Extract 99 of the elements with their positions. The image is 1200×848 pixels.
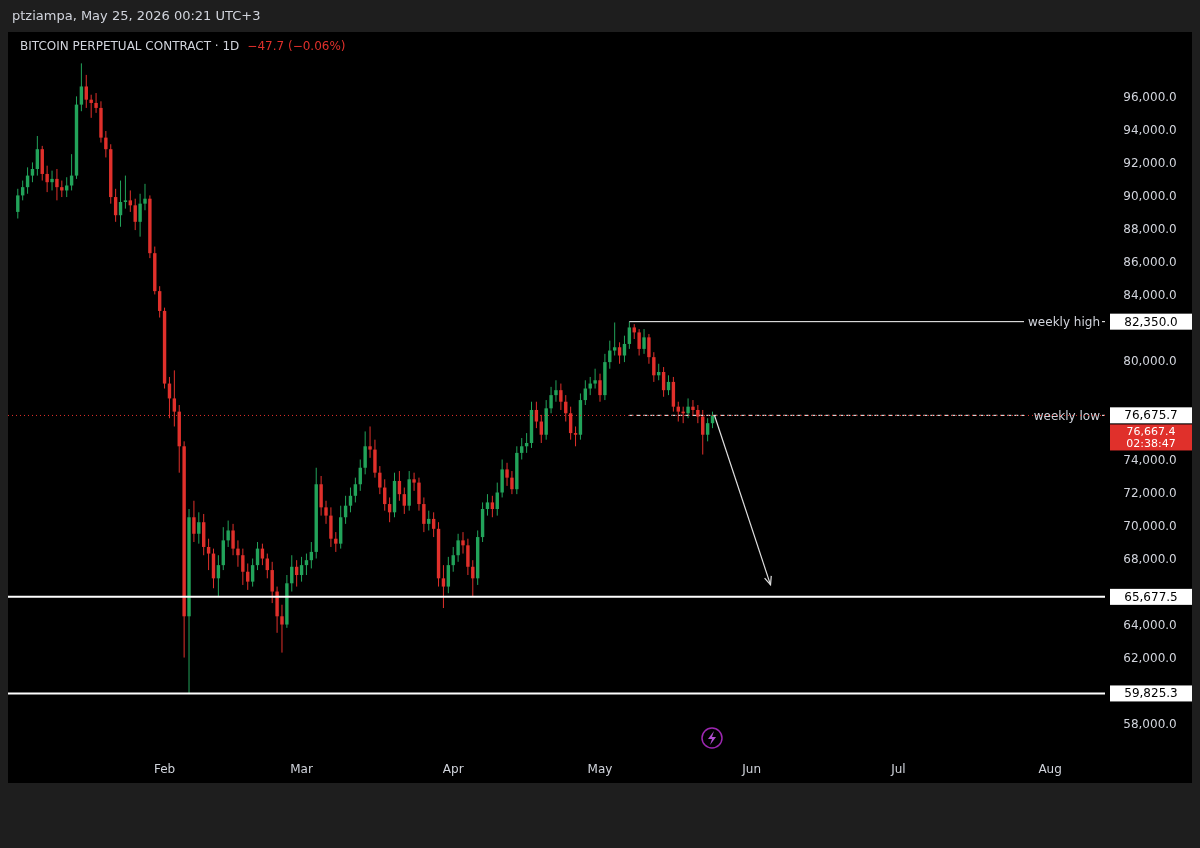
candlestick <box>55 168 59 201</box>
candlestick <box>642 328 646 355</box>
y-tick-label: 76,675.7 <box>1124 408 1178 423</box>
candlestick <box>353 477 358 503</box>
y-tick-label: 74,000.0 <box>1123 452 1177 467</box>
candlestick <box>559 383 563 411</box>
candlestick <box>197 511 201 545</box>
x-tick-label: Mar <box>290 762 313 776</box>
candlestick <box>402 487 406 515</box>
candlestick <box>510 470 514 495</box>
y-tick-label: 90,000.0 <box>1123 188 1177 203</box>
y-tick-label: 59,825.3 <box>1124 686 1178 701</box>
candlestick <box>334 531 338 553</box>
y-tick-label: 65,677.5 <box>1124 589 1178 604</box>
candlestick <box>133 198 137 231</box>
candlestick <box>373 439 377 479</box>
candlestick <box>593 368 597 390</box>
candlestick <box>686 397 690 419</box>
candlestick <box>627 321 632 350</box>
candlestick <box>549 386 553 414</box>
candlestick <box>231 523 235 556</box>
candlestick <box>422 496 426 533</box>
candlestick <box>35 135 40 177</box>
candlestick <box>192 500 196 543</box>
candlestick <box>520 437 524 460</box>
y-tick-label: 80,000.0 <box>1123 353 1177 368</box>
candlestick <box>324 500 328 525</box>
candlestick <box>446 556 451 594</box>
candlestick <box>30 161 35 183</box>
candlestick <box>84 74 88 109</box>
candlestick <box>500 458 504 498</box>
y-tick-label: 96,000.0 <box>1123 89 1177 104</box>
candlestick <box>363 430 367 475</box>
y-tick-label: 72,000.0 <box>1123 485 1177 500</box>
candlestick <box>157 285 162 319</box>
candlestick <box>456 533 460 563</box>
y-tick-label: 68,000.0 <box>1123 551 1177 566</box>
candlestick <box>79 62 84 112</box>
candlestick <box>412 472 416 492</box>
candlestick <box>617 341 622 365</box>
candlestick <box>461 531 465 555</box>
candlestick <box>705 417 710 442</box>
x-tick-label: Jul <box>890 762 906 776</box>
candlestick <box>241 548 245 586</box>
text: BITCOIN PERPETUAL CONTRACT · 1D <box>20 39 240 53</box>
candlestick <box>143 183 147 211</box>
ref-line-label: weekly low <box>1033 408 1101 423</box>
candlestick <box>138 193 142 238</box>
candlestick <box>104 130 108 158</box>
text: −47.7 (−0.06%) <box>247 39 346 53</box>
candlestick <box>505 462 509 487</box>
candlestick <box>466 538 470 576</box>
candlestick <box>206 538 211 571</box>
y-tick-label: 88,000.0 <box>1123 221 1177 236</box>
candlestick <box>485 493 490 517</box>
candlestick <box>490 495 495 518</box>
y-tick-label: 92,000.0 <box>1123 155 1177 170</box>
candlestick <box>250 558 255 588</box>
candlestick <box>441 564 446 609</box>
y-tick-label: 94,000.0 <box>1123 122 1177 137</box>
candlestick <box>622 335 627 363</box>
text: ptziampa, May 25, 2026 00:21 UTC+3 <box>12 8 261 23</box>
y-tick-label: 62,000.0 <box>1123 650 1177 665</box>
candlestick <box>637 328 641 357</box>
y-tick-label: 82,350.0 <box>1124 314 1178 329</box>
candlestick <box>573 425 578 447</box>
candlestick <box>378 465 382 495</box>
annotation: 02:38:47 <box>1126 437 1176 451</box>
candlestick <box>16 188 20 220</box>
annotation: 76,667.4 <box>1126 425 1176 439</box>
candlestick <box>417 477 421 512</box>
candlestick <box>329 506 333 548</box>
candlestick <box>236 539 240 568</box>
y-tick-label: 70,000.0 <box>1123 518 1177 533</box>
candlestick <box>612 322 617 357</box>
candlestick <box>123 175 128 210</box>
candlestick <box>226 520 230 548</box>
candlestick <box>598 373 602 403</box>
candlestick <box>270 561 274 604</box>
candlestick <box>280 604 284 654</box>
candlestick <box>647 333 651 365</box>
y-tick-label: 84,000.0 <box>1123 287 1177 302</box>
y-tick-label: 86,000.0 <box>1123 254 1177 269</box>
ref-line-label: weekly high <box>1028 314 1100 329</box>
x-tick-label: May <box>587 762 613 776</box>
x-tick-label: Feb <box>153 762 176 776</box>
candlestick <box>50 170 54 191</box>
candlestick <box>89 94 93 119</box>
candlestick <box>45 165 49 193</box>
candlestick <box>652 351 656 383</box>
x-tick-label: Aug <box>1038 762 1062 776</box>
x-tick-label: Jun <box>741 762 762 776</box>
candlestick <box>368 425 372 459</box>
candlestick <box>94 92 98 114</box>
y-tick-label: 58,000.0 <box>1123 716 1177 731</box>
candlestick <box>554 379 558 403</box>
x-tick-label: Apr <box>442 762 464 776</box>
candlestick <box>319 475 323 517</box>
y-tick-label: 64,000.0 <box>1123 617 1177 632</box>
